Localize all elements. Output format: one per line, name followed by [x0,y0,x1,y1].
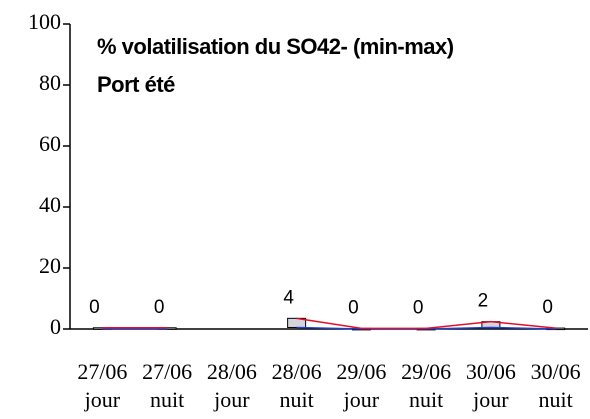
y-tick-label: 100 [28,9,61,34]
x-tick-label: 30/06 nuit [531,359,581,412]
x-label-period: nuit [150,387,184,412]
data-label: 0 [348,297,359,318]
x-label-period: jour [213,387,250,412]
x-label-date: 27/06 [77,359,127,384]
x-label-period: nuit [539,387,573,412]
data-label: 0 [89,297,100,318]
x-label-date: 30/06 [466,359,516,384]
x-label-period: jour [84,387,121,412]
x-label-date: 29/06 [401,359,451,384]
data-label: 0 [154,297,165,318]
data-label: 4 [283,287,294,308]
x-label-period: jour [343,387,380,412]
chart-title: % volatilisation du SO42- (min-max) [97,34,454,59]
y-tick-label: 60 [39,131,61,156]
data-label: 0 [542,297,553,318]
y-tick-label: 20 [39,253,61,278]
series-line [296,317,556,330]
y-tick-label: 0 [50,314,61,339]
x-label-period: nuit [409,387,443,412]
x-label-date: 28/06 [207,359,257,384]
x-label-date: 27/06 [142,359,192,384]
x-label-date: 28/06 [272,359,322,384]
data-label: 2 [478,291,489,312]
x-tick-label: 28/06 nuit [272,359,322,412]
x-label-date: 30/06 [531,359,581,384]
x-tick-label: 28/06 jour [207,359,257,412]
x-tick-label: 27/06 nuit [142,359,192,412]
x-label-period: jour [472,387,509,412]
data-label: 0 [413,297,424,318]
x-label-period: nuit [280,387,314,412]
x-label-date: 29/06 [336,359,386,384]
x-tick-label: 30/06 jour [466,359,516,412]
x-tick-label: 29/06 nuit [401,359,451,412]
x-tick-label: 29/06 jour [336,359,386,412]
x-tick-label: 27/06 jour [77,359,127,412]
y-tick-label: 80 [39,70,61,95]
y-tick-label: 40 [39,192,61,217]
chart-subtitle: Port été [97,72,175,97]
